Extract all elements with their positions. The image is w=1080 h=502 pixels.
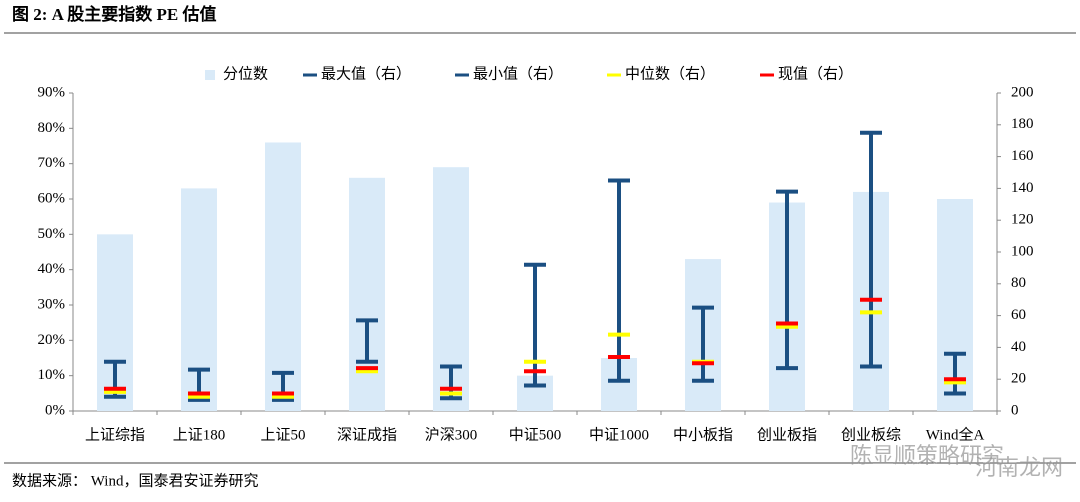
legend-label: 中位数（右） — [625, 65, 715, 82]
y-tick-label: 0% — [45, 402, 65, 418]
y-tick-label: 90% — [38, 84, 66, 100]
y2-tick-label: 120 — [1011, 212, 1034, 228]
y2-tick-label: 100 — [1011, 243, 1034, 259]
y-tick-label: 50% — [38, 226, 66, 242]
x-tick-label: 沪深300 — [425, 426, 478, 443]
y-tick-label: 20% — [38, 332, 66, 348]
x-tick-label: 上证50 — [260, 426, 305, 443]
y2-tick-label: 60 — [1011, 307, 1026, 323]
bar — [265, 142, 301, 411]
y-tick-label: 80% — [38, 120, 66, 136]
y2-tick-label: 20 — [1011, 371, 1026, 387]
y-tick-label: 30% — [38, 296, 66, 312]
x-tick-label: 中小板指 — [673, 425, 733, 443]
x-tick-label: 创业板指 — [757, 425, 817, 443]
legend-label: 分位数 — [223, 65, 268, 82]
legend-label: 现值（右） — [778, 65, 853, 82]
y-tick-label: 60% — [38, 190, 66, 206]
x-tick-label: 中证500 — [509, 426, 562, 443]
y-tick-label: 10% — [38, 367, 66, 383]
x-tick-label: 上证180 — [173, 426, 226, 443]
y2-tick-label: 140 — [1011, 180, 1034, 196]
y2-tick-label: 160 — [1011, 148, 1034, 164]
chart-title: 图 2: A 股主要指数 PE 估值 — [12, 4, 216, 24]
y-tick-label: 40% — [38, 261, 66, 277]
x-tick-label: 深证成指 — [337, 426, 397, 443]
y2-tick-label: 180 — [1011, 116, 1034, 132]
bar — [349, 177, 385, 411]
legend-label: 最大值（右） — [321, 65, 411, 82]
x-tick-label: 创业板综 — [841, 425, 901, 443]
y2-tick-label: 40 — [1011, 339, 1026, 355]
x-tick-label: 上证综指 — [85, 426, 145, 443]
legend-swatch — [205, 70, 215, 80]
y2-tick-label: 80 — [1011, 275, 1026, 291]
y2-tick-label: 200 — [1011, 84, 1034, 100]
legend-label: 最小值（右） — [473, 65, 563, 82]
watermark: 陈显顺策略研究 — [850, 443, 1004, 468]
source: 数据来源： Wind，国泰君安证券研究 — [12, 472, 258, 489]
y2-tick-label: 0 — [1011, 402, 1019, 418]
x-tick-label: Wind全A — [926, 425, 985, 443]
y-tick-label: 70% — [38, 155, 66, 171]
x-tick-label: 中证1000 — [589, 426, 649, 443]
watermark: 河南龙网 — [975, 455, 1063, 480]
